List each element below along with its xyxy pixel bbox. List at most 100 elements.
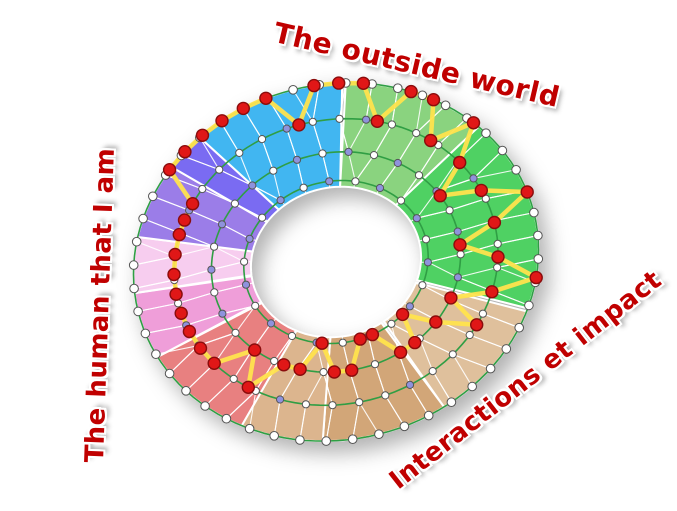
white-node: [244, 423, 255, 434]
red-node: [207, 356, 221, 370]
white-node: [301, 400, 310, 409]
purple-node: [276, 196, 285, 205]
red-node: [215, 114, 229, 128]
white-node: [181, 386, 191, 396]
red-node: [195, 128, 210, 143]
white-node: [465, 330, 474, 340]
white-node: [351, 177, 360, 186]
white-node: [393, 83, 403, 93]
red-node: [168, 247, 182, 262]
white-node: [533, 230, 543, 241]
red-node: [487, 215, 502, 230]
red-node: [277, 358, 291, 372]
purple-node: [207, 265, 216, 274]
white-node: [524, 300, 534, 311]
white-node: [493, 263, 502, 272]
red-node: [395, 307, 410, 322]
purple-node: [453, 227, 462, 236]
purple-node: [393, 158, 402, 168]
white-node: [418, 281, 427, 290]
red-node: [485, 285, 499, 299]
red-node: [236, 101, 251, 116]
white-node: [412, 129, 421, 138]
red-node: [292, 118, 306, 132]
white-node: [270, 356, 279, 366]
white-node: [514, 322, 525, 333]
red-node: [444, 291, 458, 305]
white-node: [446, 397, 457, 408]
white-node: [257, 135, 267, 144]
white-node: [335, 114, 344, 123]
white-node: [230, 199, 239, 208]
white-node: [529, 207, 539, 218]
white-node: [533, 254, 544, 264]
white-node: [423, 410, 434, 421]
white-node: [396, 196, 406, 205]
white-node: [421, 235, 431, 244]
white-node: [210, 242, 219, 251]
red-node: [315, 336, 329, 350]
purple-node: [217, 220, 227, 229]
red-node: [293, 362, 307, 376]
white-node: [467, 381, 478, 392]
white-node: [478, 309, 487, 318]
white-node: [381, 391, 390, 400]
red-node: [474, 183, 488, 198]
white-node: [308, 117, 317, 126]
white-node: [448, 350, 457, 359]
white-node: [497, 145, 508, 156]
white-node: [295, 435, 305, 445]
white-node: [210, 288, 219, 297]
red-node: [162, 162, 177, 177]
white-node: [148, 191, 158, 202]
white-node: [138, 213, 148, 224]
white-node: [347, 434, 358, 445]
white-node: [456, 250, 465, 259]
white-node: [133, 306, 143, 317]
red-node: [470, 318, 484, 332]
purple-node: [375, 183, 385, 193]
red-node: [169, 287, 183, 301]
red-node: [167, 267, 181, 282]
purple-node: [412, 214, 421, 223]
red-node: [429, 315, 443, 329]
white-node: [269, 431, 280, 441]
white-node: [129, 283, 139, 294]
white-node: [321, 436, 332, 446]
red-node: [426, 92, 441, 107]
white-node: [164, 368, 175, 379]
red-node: [174, 306, 188, 320]
white-node: [387, 319, 396, 328]
white-node: [240, 257, 249, 266]
white-node: [338, 338, 347, 347]
white-node: [299, 183, 308, 192]
red-node: [182, 324, 197, 339]
white-node: [140, 328, 151, 339]
red-node: [529, 270, 543, 285]
white-node: [128, 260, 139, 270]
white-node: [399, 421, 410, 432]
white-node: [417, 90, 428, 101]
red-node: [241, 380, 256, 394]
white-node: [215, 165, 224, 174]
white-node: [269, 166, 278, 175]
white-node: [288, 85, 298, 95]
white-node: [440, 100, 451, 111]
purple-node: [241, 280, 251, 289]
purple-node: [453, 273, 462, 282]
red-node: [433, 188, 447, 203]
red-node: [332, 76, 346, 90]
white-node: [251, 301, 260, 310]
purple-node: [362, 115, 371, 124]
white-node: [485, 363, 496, 374]
white-node: [200, 401, 210, 411]
red-node: [172, 227, 187, 242]
red-node: [345, 363, 359, 377]
red-node: [259, 91, 273, 106]
purple-node: [266, 319, 276, 328]
red-node: [370, 114, 384, 129]
white-node: [131, 236, 142, 247]
red-node: [491, 250, 505, 264]
purple-node: [469, 174, 478, 183]
